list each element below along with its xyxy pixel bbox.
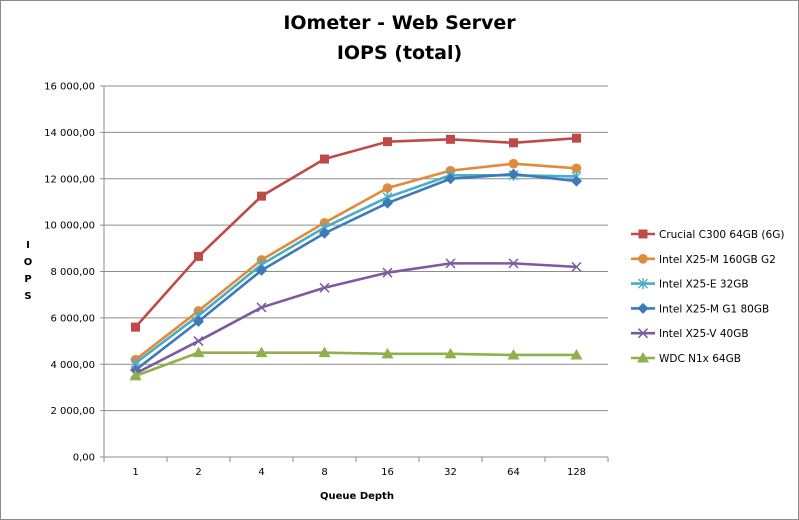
- y-tick-label: 14 000,00: [44, 128, 95, 139]
- series-group: [130, 258, 582, 379]
- data-point: [507, 348, 520, 360]
- legend-label: Crucial C300 64GB (6G): [659, 229, 784, 241]
- data-point: [131, 322, 140, 332]
- data-point: [129, 369, 142, 381]
- data-point: [446, 134, 455, 144]
- data-point: [570, 348, 583, 360]
- data-point: [638, 253, 648, 264]
- data-point: [638, 229, 648, 239]
- data-point: [571, 175, 582, 187]
- data-point: [637, 352, 649, 363]
- x-tick-label: 1: [132, 467, 138, 478]
- y-tick-label: 10 000,00: [44, 221, 95, 232]
- series-line: [135, 351, 577, 378]
- data-point: [508, 158, 519, 169]
- data-point: [193, 315, 204, 327]
- y-tick-label: 0,00: [73, 453, 95, 464]
- series-group: [129, 346, 583, 381]
- y-tick-label: 8 000,00: [50, 267, 95, 278]
- data-point: [509, 138, 518, 148]
- x-tick-label: 2: [195, 467, 201, 478]
- data-point: [638, 278, 648, 290]
- data-point: [256, 302, 267, 313]
- data-point: [637, 302, 649, 314]
- legend-label: Intel X25-V 40GB: [659, 328, 749, 340]
- data-point: [572, 133, 581, 143]
- chart-title: IOmeter - Web Server: [283, 12, 516, 34]
- data-point: [256, 264, 267, 276]
- legend-item: Intel X25-V 40GB: [631, 328, 749, 340]
- data-point: [319, 282, 330, 293]
- x-tick-label: 64: [507, 467, 520, 478]
- x-tick-label: 8: [321, 467, 327, 478]
- legend-item: Intel X25-M 160GB G2: [631, 254, 776, 266]
- data-point: [381, 347, 394, 359]
- data-point: [192, 346, 205, 358]
- data-point: [382, 183, 393, 193]
- series-group: [130, 158, 582, 365]
- legend-item: Intel X25-M G1 80GB: [631, 302, 769, 315]
- data-point: [193, 336, 204, 347]
- y-tick-label: 12 000,00: [44, 174, 95, 185]
- data-point: [445, 258, 456, 269]
- series-line: [134, 162, 577, 361]
- series-line: [134, 173, 577, 365]
- data-point: [318, 346, 331, 358]
- data-point: [637, 328, 649, 339]
- data-point: [319, 227, 330, 239]
- y-tick-label: 4 000,00: [50, 360, 95, 371]
- legend-item: WDC N1x 64GB: [631, 352, 741, 365]
- series-line: [134, 136, 577, 329]
- data-point: [382, 267, 393, 278]
- data-point: [508, 258, 519, 269]
- x-tick-label: 16: [381, 467, 394, 478]
- data-point: [445, 173, 456, 185]
- series-group: [130, 168, 582, 376]
- data-point: [194, 251, 203, 261]
- legend-label: Intel X25-E 32GB: [659, 279, 749, 291]
- data-point: [571, 163, 582, 174]
- data-point: [382, 197, 393, 209]
- y-tick-label: 6 000,00: [50, 313, 95, 324]
- data-point: [383, 137, 392, 147]
- series-group: [131, 133, 581, 332]
- y-tick-label: 2 000,00: [50, 406, 95, 417]
- series-line: [134, 172, 577, 372]
- legend-label: Intel X25-M G1 80GB: [659, 303, 769, 315]
- x-tick-label: 4: [258, 467, 264, 478]
- data-point: [508, 168, 519, 180]
- chart-subtitle: IOPS (total): [336, 42, 463, 64]
- data-point: [571, 261, 582, 272]
- legend-label: WDC N1x 64GB: [659, 353, 741, 365]
- series-group: [130, 169, 582, 369]
- data-point: [255, 346, 268, 358]
- data-point: [257, 191, 266, 201]
- legend-label: Intel X25-M 160GB G2: [659, 254, 776, 266]
- x-axis-label: Queue Depth: [320, 491, 394, 502]
- data-point: [444, 347, 457, 359]
- y-tick-label: 16 000,00: [44, 82, 95, 93]
- data-point: [320, 154, 329, 164]
- x-tick-label: 128: [567, 467, 586, 478]
- legend-item: Intel X25-E 32GB: [631, 278, 749, 291]
- series-line: [134, 262, 577, 375]
- x-tick-label: 32: [444, 467, 457, 478]
- legend-item: Crucial C300 64GB (6G): [631, 229, 784, 241]
